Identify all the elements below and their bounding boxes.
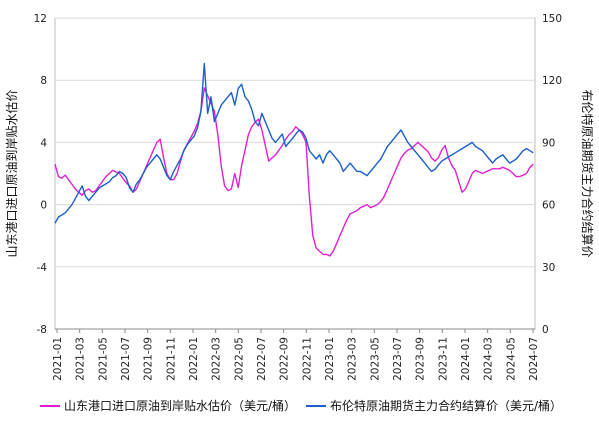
left-tick-label: 4 bbox=[40, 137, 47, 149]
x-tick-label: 2023-01 bbox=[324, 337, 336, 381]
gridlines bbox=[54, 17, 536, 330]
right-tick-label: 120 bbox=[542, 75, 562, 87]
left-tick-label: 8 bbox=[40, 75, 47, 87]
plot-area-border bbox=[54, 17, 536, 330]
left-tick-label: -4 bbox=[37, 262, 48, 274]
right-tick-label: 150 bbox=[542, 13, 562, 25]
x-tick-label: 2021-01 bbox=[52, 337, 64, 381]
right-tick-label: 90 bbox=[542, 137, 555, 149]
right-tick-label: 0 bbox=[542, 324, 549, 336]
series-lines bbox=[54, 62, 534, 257]
x-axis-ticks: 2021-01 2021-03 2021-05 2021-07 2021-09 2021-… bbox=[52, 328, 540, 381]
x-tick-label: 2021-11 bbox=[165, 337, 177, 381]
legend: 山东港口进口原油到岸贴水估价（美元/桶） 布伦特原油期货主力合约结算价（美元/桶… bbox=[40, 398, 562, 413]
x-tick-label: 2023-09 bbox=[415, 337, 427, 381]
legend-label-series-2: 布伦特原油期货主力合约结算价（美元/桶） bbox=[330, 398, 562, 413]
right-tick-label: 30 bbox=[542, 262, 555, 274]
x-tick-label: 2024-01 bbox=[460, 337, 472, 381]
x-tick-label: 2022-03 bbox=[211, 337, 223, 381]
x-tick-label: 2021-09 bbox=[143, 337, 155, 381]
x-tick-label: 2022-05 bbox=[233, 337, 245, 381]
left-axis-title: 山东港口进口原油到岸贴水估价 bbox=[5, 89, 19, 257]
left-tick-label: -8 bbox=[37, 324, 47, 336]
x-tick-label: 2022-01 bbox=[188, 337, 200, 381]
series-line-2 bbox=[54, 62, 534, 224]
right-axis-title: 布伦特原油期货主力合约结算价 bbox=[580, 89, 595, 257]
x-tick-label: 2023-07 bbox=[392, 337, 404, 381]
left-tick-label: 12 bbox=[34, 13, 47, 25]
x-tick-label: 2023-03 bbox=[347, 337, 359, 381]
x-tick-label: 2024-05 bbox=[505, 337, 517, 381]
legend-label-series-1: 山东港口进口原油到岸贴水估价（美元/桶） bbox=[64, 398, 296, 413]
series-line-1 bbox=[54, 87, 534, 257]
x-tick-label: 2022-07 bbox=[256, 337, 268, 381]
right-tick-label: 60 bbox=[542, 200, 555, 212]
x-tick-label: 2021-05 bbox=[97, 337, 109, 381]
x-tick-label: 2021-03 bbox=[75, 337, 87, 381]
x-tick-label: 2022-09 bbox=[279, 337, 291, 381]
x-tick-label: 2023-11 bbox=[437, 337, 449, 381]
x-tick-label: 2024-03 bbox=[483, 337, 495, 381]
x-tick-label: 2022-11 bbox=[301, 337, 313, 381]
right-axis-ticks: 0 30 60 90 120 150 bbox=[542, 13, 562, 336]
left-axis-ticks: -8 -4 0 4 8 12 bbox=[34, 13, 48, 336]
x-tick-label: 2023-05 bbox=[369, 337, 381, 381]
x-tick-label: 2021-07 bbox=[120, 337, 132, 381]
left-tick-label: 0 bbox=[40, 200, 47, 212]
x-tick-label: 2024-07 bbox=[528, 337, 540, 381]
